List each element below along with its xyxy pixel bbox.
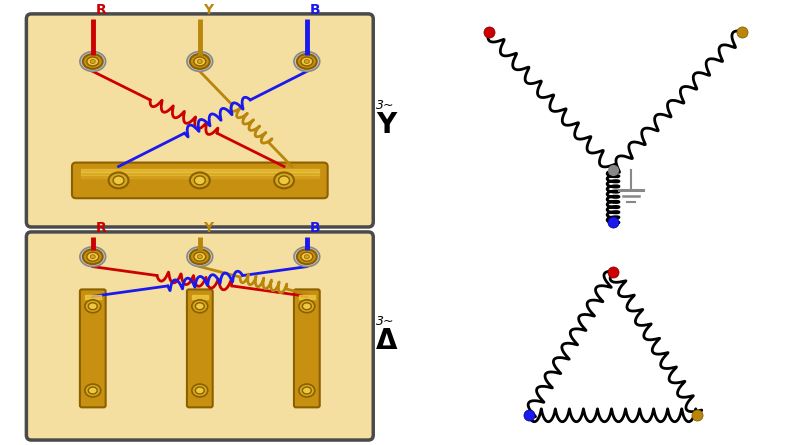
Text: Y: Y <box>202 221 213 235</box>
FancyBboxPatch shape <box>294 289 320 407</box>
Ellipse shape <box>191 250 209 263</box>
Text: Y: Y <box>202 3 213 17</box>
Ellipse shape <box>191 55 209 69</box>
Ellipse shape <box>301 252 313 261</box>
Ellipse shape <box>198 60 202 64</box>
Ellipse shape <box>83 54 102 69</box>
Ellipse shape <box>109 173 129 188</box>
Ellipse shape <box>301 57 313 66</box>
Text: 3~: 3~ <box>376 315 394 328</box>
Ellipse shape <box>88 387 98 394</box>
Text: R: R <box>96 3 106 17</box>
Ellipse shape <box>85 300 101 313</box>
Text: Δ: Δ <box>376 327 398 355</box>
Ellipse shape <box>298 250 316 263</box>
Text: 3~: 3~ <box>376 99 394 112</box>
Ellipse shape <box>90 255 95 259</box>
Ellipse shape <box>195 303 204 310</box>
Text: B: B <box>310 221 321 235</box>
Ellipse shape <box>198 255 202 259</box>
Ellipse shape <box>194 57 206 66</box>
Ellipse shape <box>80 52 106 71</box>
Ellipse shape <box>87 57 98 66</box>
Text: R: R <box>96 221 106 235</box>
Ellipse shape <box>192 300 208 313</box>
Ellipse shape <box>88 303 98 310</box>
Ellipse shape <box>304 60 310 64</box>
Ellipse shape <box>297 54 317 69</box>
Ellipse shape <box>299 384 314 397</box>
Ellipse shape <box>194 176 206 185</box>
Ellipse shape <box>294 52 320 71</box>
Ellipse shape <box>113 176 124 185</box>
Text: Y: Y <box>376 111 397 139</box>
Ellipse shape <box>187 52 213 71</box>
Ellipse shape <box>83 249 102 264</box>
FancyBboxPatch shape <box>72 162 328 198</box>
Ellipse shape <box>190 173 210 188</box>
Ellipse shape <box>84 250 102 263</box>
Ellipse shape <box>294 247 320 267</box>
Ellipse shape <box>192 384 208 397</box>
Ellipse shape <box>87 252 98 261</box>
Ellipse shape <box>274 173 294 188</box>
Ellipse shape <box>90 60 95 64</box>
Ellipse shape <box>187 247 213 267</box>
Ellipse shape <box>195 387 204 394</box>
FancyBboxPatch shape <box>26 232 374 440</box>
FancyBboxPatch shape <box>80 289 106 407</box>
Ellipse shape <box>298 55 316 69</box>
Ellipse shape <box>302 387 311 394</box>
Ellipse shape <box>85 384 101 397</box>
Ellipse shape <box>304 255 310 259</box>
Ellipse shape <box>84 55 102 69</box>
Ellipse shape <box>190 249 210 264</box>
FancyBboxPatch shape <box>187 289 213 407</box>
Ellipse shape <box>297 249 317 264</box>
Text: B: B <box>310 3 321 17</box>
Ellipse shape <box>299 300 314 313</box>
Ellipse shape <box>190 54 210 69</box>
Ellipse shape <box>302 303 311 310</box>
Ellipse shape <box>80 247 106 267</box>
FancyBboxPatch shape <box>26 14 374 227</box>
Ellipse shape <box>278 176 290 185</box>
Ellipse shape <box>194 252 206 261</box>
